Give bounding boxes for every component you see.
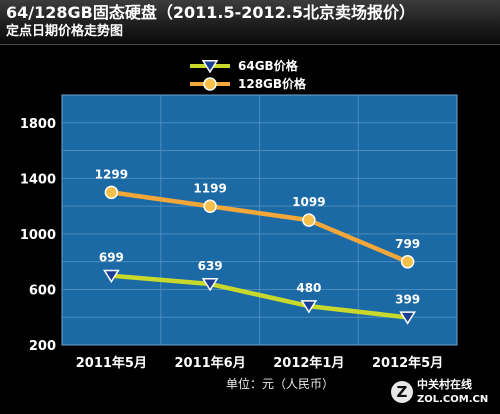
y-tick-label: 600 (29, 283, 56, 298)
chart-subtitle: 定点日期价格走势图 (6, 24, 124, 39)
unit-label: 单位：元（人民币） (226, 376, 334, 391)
y-tick-label: 1400 (20, 172, 56, 187)
data-point-64gb (103, 269, 120, 284)
triangle-down-icon (201, 60, 219, 74)
data-label: 1299 (95, 167, 128, 181)
data-label: 799 (395, 237, 420, 251)
header-bar: 64/128GB固态硬盘（2011.5-2012.5北京卖场报价） 定点日期价格… (0, 0, 500, 45)
data-point-128gb (203, 199, 217, 213)
data-label: 699 (99, 251, 124, 265)
data-point-64gb (399, 311, 416, 325)
plot-border (61, 94, 458, 346)
data-point-64gb (300, 300, 318, 314)
legend-label: 128GB价格 (238, 76, 307, 91)
zol-logo-icon (391, 381, 413, 403)
data-label: 480 (296, 281, 321, 295)
legend: 64GB价格 128GB价格 (190, 58, 307, 91)
x-tick-label: 2011年5月 (76, 355, 147, 371)
legend-label: 64GB价格 (238, 58, 299, 73)
data-point-64gb (201, 278, 219, 292)
chart-title: 64/128GB固态硬盘（2011.5-2012.5北京卖场报价） (6, 3, 415, 22)
data-label: 639 (198, 259, 223, 273)
data-label: 1199 (193, 181, 226, 195)
circle-icon (203, 77, 217, 91)
x-tick-label: 2012年1月 (273, 355, 344, 371)
data-point-128gb (104, 185, 119, 200)
watermark-domain: ZOL.COM.CN (417, 394, 488, 405)
data-point-128gb (302, 213, 316, 227)
zol-logo-letter: Z (397, 383, 408, 401)
data-point-128gb (400, 255, 415, 269)
y-tick-label: 200 (29, 339, 56, 354)
series-line-128gb (109, 190, 410, 265)
data-label: 399 (395, 292, 420, 306)
series-line-64gb (109, 273, 410, 320)
watermark-brand: 中关村在线 (417, 377, 472, 391)
x-tick-label: 2011年6月 (175, 355, 246, 371)
y-tick-label: 1000 (20, 228, 56, 243)
watermark: Z 中关村在线 ZOL.COM.CN (391, 377, 488, 405)
data-label: 1099 (292, 195, 325, 209)
y-tick-label: 1800 (20, 117, 56, 132)
x-tick-label: 2012年5月 (372, 355, 443, 371)
